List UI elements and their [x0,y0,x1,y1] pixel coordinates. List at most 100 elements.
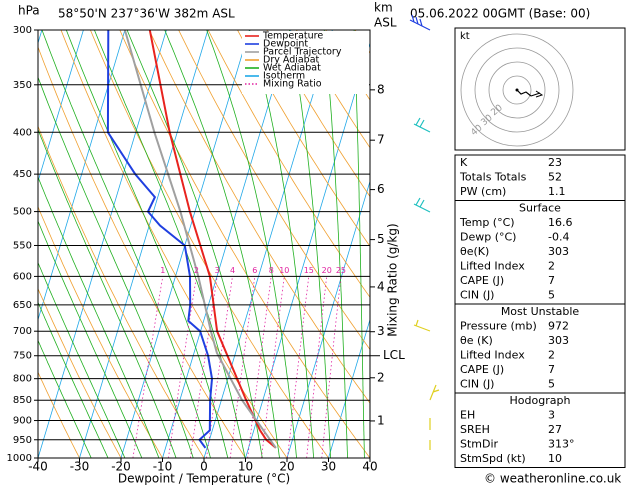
hodograph-frame [454,27,626,151]
mixing-ratio-label: 6 [252,266,257,275]
km-tick-label: 5 [377,232,385,246]
profile-line [123,30,277,449]
legend-label: Dewpoint [263,39,308,50]
y-tick-label: 350 [13,80,32,91]
table-value: -0.4 [548,231,569,244]
x-tick-label: 0 [200,460,208,474]
isotherm [38,30,126,322]
isotherm [79,30,209,458]
mixing-ratio-line [321,276,342,458]
wet-adiabat [38,220,143,458]
legend-label: Parcel Trajectory [263,47,342,58]
wind-barbs [409,14,440,450]
x-tick-label: 10 [238,460,253,474]
table-value: 2 [548,349,555,362]
table-label: K [460,156,468,169]
wet-adiabat [164,30,280,458]
y-tick-label: 850 [13,395,32,406]
isotherm [203,30,333,458]
x-axis-label: Dewpoint / Temperature (°C) [118,472,290,486]
mixing-ratio-label: 20 [322,266,332,275]
x-tick-label: 40 [362,460,377,474]
isotherm [286,179,370,458]
mixing-ratio-label: 4 [230,266,235,275]
wet-adiabat [38,339,92,458]
table-value: 27 [548,423,562,436]
date: 05.06.2022 00GMT (Base: 00) [410,7,590,21]
hodograph-origin [515,88,519,92]
wet-adiabat [323,30,348,458]
table-label: Dewp (°C) [460,231,516,244]
table-value: 7 [548,274,555,287]
dry-adiabat [207,30,370,298]
wet-adiabat [353,30,365,458]
mixing-ratio-line [306,276,328,458]
table-label: Totals Totals [459,171,527,184]
km-tick-label: 2 [377,370,385,384]
wet-adiabat [38,76,194,458]
dry-adiabat [295,30,370,149]
km-tick-label: 7 [377,133,385,147]
hpa-label: hPa [18,4,40,18]
y-tick-label: 450 [13,169,32,180]
table-label: Lifted Index [460,349,525,362]
table-label: CIN (J) [460,289,494,302]
x-tick-label: -40 [28,460,48,474]
wet-adiabat [38,261,126,458]
chart-title: 58°50'N 237°36'W 382m ASL [58,7,235,21]
x-tick-label: -20 [111,460,131,474]
mixing-ratio-label: Mixing Ratio (g/kg) [386,223,400,336]
km-tick-label: 3 [377,324,385,338]
hodograph-ring [488,61,546,119]
legend-label: Temperature [262,31,323,42]
table-value: 7 [548,363,555,376]
wet-adiabat [249,30,315,458]
legend-label: Mixing Ratio [263,79,322,90]
y-tick-label: 950 [13,435,32,446]
wet-adiabat [38,128,177,458]
y-tick-label: 650 [13,300,32,311]
hodograph-ring [460,33,574,147]
table-title: Most Unstable [501,305,580,318]
footer: © weatheronline.co.uk [484,472,621,486]
table-value: 313° [548,438,575,451]
table-value: 3 [548,409,555,422]
table-label: StmDir [460,438,499,451]
table-value: 303 [548,334,569,347]
y-tick-label: 900 [13,416,32,427]
isotherm [38,30,84,183]
table-label: CIN (J) [460,378,494,391]
wet-adiabat [38,301,109,458]
table-label: θe (K) [460,334,493,347]
y-tick-label: 800 [13,374,32,385]
x-tick-label: -30 [70,460,90,474]
wind-barb [413,319,431,332]
isotherm [162,30,292,458]
wet-adiabat [38,176,160,458]
x-tick-label: 30 [321,460,336,474]
table-title: Surface [519,202,561,215]
table-box [454,392,626,468]
table-value: 10 [548,452,562,465]
table-value: 52 [548,171,562,184]
y-tick-label: 1000 [7,453,32,464]
mixing-ratio-label: 2 [194,266,199,275]
legend-label: Dry Adiabat [263,55,320,66]
mixing-ratio-label: 8 [269,266,274,275]
table-title: Hodograph [510,394,571,407]
y-tick-label: 600 [13,271,32,282]
hodograph-ring [474,47,560,133]
hodograph-unit: kt [460,31,470,42]
table-label: PW (cm) [460,185,506,198]
x-tick-label: -10 [153,460,173,474]
y-tick-label: 500 [13,207,32,218]
wet-adiabat [94,30,246,458]
mixing-ratio-label: 10 [279,266,289,275]
y-tick-label: 550 [13,240,32,251]
km-tick-label: 4 [377,279,385,293]
mixing-ratio-label: 1 [160,266,165,275]
km-tick-label: 8 [377,82,385,96]
mixing-ratio-line [247,276,272,458]
